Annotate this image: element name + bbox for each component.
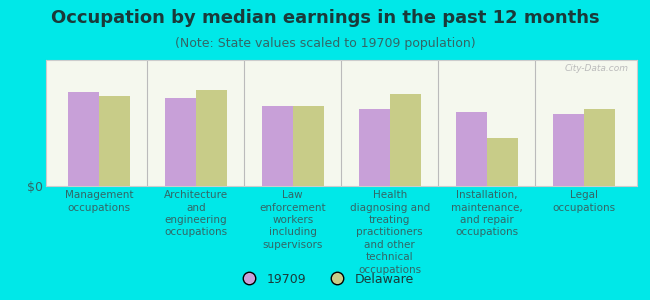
Text: City-Data.com: City-Data.com [564,64,628,73]
Bar [262,106,292,186]
Bar [552,114,584,186]
Text: (Note: State values scaled to 19709 population): (Note: State values scaled to 19709 popu… [175,38,475,50]
Legend: 19709, Delaware: 19709, Delaware [231,268,419,291]
Bar [359,109,390,186]
Bar [487,138,518,186]
Bar [196,90,227,186]
Text: Occupation by median earnings in the past 12 months: Occupation by median earnings in the pas… [51,9,599,27]
Bar [584,109,615,186]
Bar [164,98,196,186]
Bar [68,92,99,186]
Bar [390,94,421,186]
Bar [99,96,130,186]
Bar [456,112,487,186]
Bar [292,106,324,186]
